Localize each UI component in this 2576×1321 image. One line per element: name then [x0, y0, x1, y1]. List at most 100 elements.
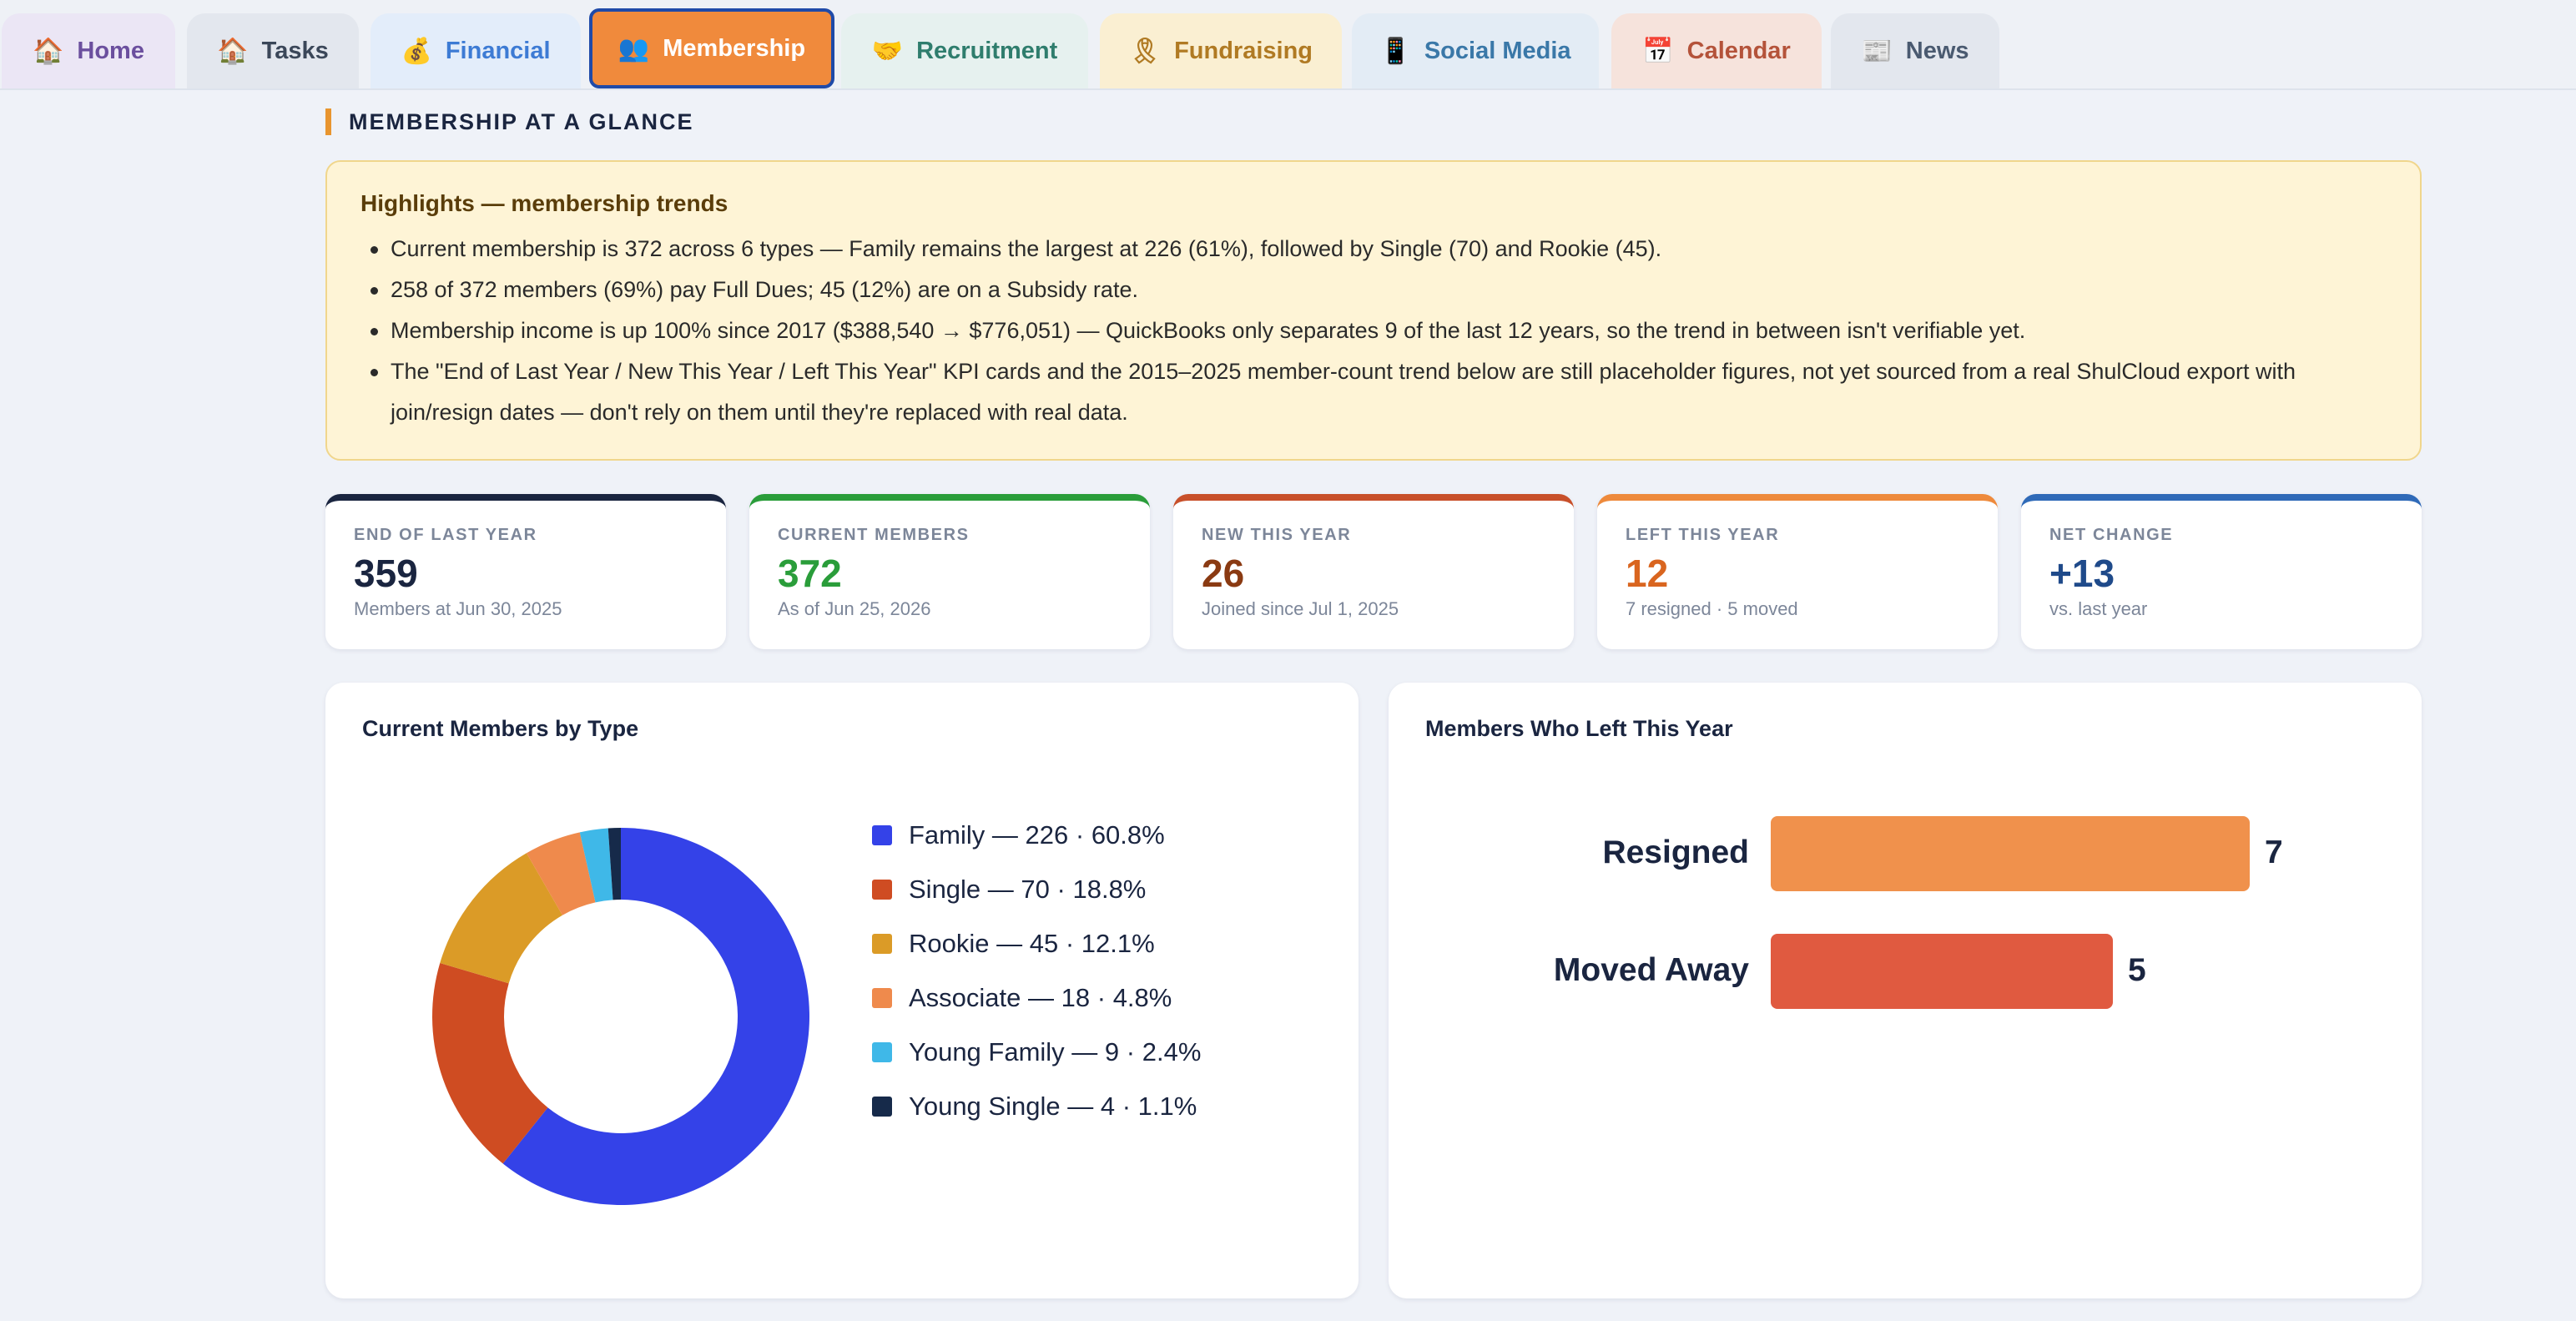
legend-value: 18 [1061, 982, 1091, 1012]
kpi-card-left-this-year: LEFT THIS YEAR 12 7 resigned · 5 moved [1597, 494, 1998, 649]
section-title: MEMBERSHIP AT A GLANCE [325, 108, 694, 135]
legend-name: Associate [909, 982, 1021, 1012]
members-left-panel: Members Who Left This Year Resigned 7 Move… [1389, 683, 2422, 1298]
highlights-title: Highlights — membership trends [360, 190, 728, 216]
donut-chart [432, 828, 810, 1205]
donut-slice-young-single[interactable] [607, 828, 621, 900]
bar-label-resigned: Resigned [1602, 834, 1749, 870]
bar-label-moved-away: Moved Away [1553, 952, 1749, 988]
legend-name: Rookie [909, 928, 990, 958]
legend-item-young-family[interactable]: Young Family — 9 · 2.4% [872, 1025, 1201, 1079]
legend-percent: 18.8% [1072, 874, 1147, 904]
legend-separator: · [1068, 819, 1091, 850]
legend-value: 9 [1104, 1036, 1120, 1066]
kpi-card-end-of-last-year: END OF LAST YEAR 359 Members at Jun 30, … [325, 494, 726, 649]
tab-label: Financial [445, 37, 551, 64]
legend-swatch [872, 933, 892, 954]
legend-percent: 12.1% [1081, 928, 1155, 958]
legend-separator: · [1119, 1036, 1142, 1066]
legend-item-family[interactable]: Family — 226 · 60.8% [872, 808, 1201, 862]
house-icon: 🏠 [33, 37, 64, 65]
legend-name: Single [909, 874, 981, 904]
highlight-item: Current membership is 372 across 6 types… [360, 229, 2387, 270]
tab-label: Fundraising [1174, 37, 1313, 64]
legend-separator: — [1021, 982, 1061, 1012]
tab-fundraising[interactable]: 🎗 Fundraising [1100, 13, 1342, 88]
kpi-card-current-members: CURRENT MEMBERS 372 As of Jun 25, 2026 [749, 494, 1150, 649]
legend-separator: — [980, 874, 1021, 904]
legend-item-single[interactable]: Single — 70 · 18.8% [872, 862, 1201, 916]
highlights-panel: Highlights — membership trends Current m… [325, 160, 2422, 461]
kpi-label: CURRENT MEMBERS [778, 526, 970, 544]
kpi-subtitle: As of Jun 25, 2026 [778, 598, 931, 619]
tab-home[interactable]: 🏠 Home [2, 13, 175, 88]
legend-separator: · [1058, 928, 1081, 958]
kpi-card-new-this-year: NEW THIS YEAR 26 Joined since Jul 1, 202… [1173, 494, 1574, 649]
tab-label: News [1905, 37, 1969, 64]
donut-slice-single[interactable] [432, 962, 548, 1164]
donut-slice-young-family[interactable] [579, 828, 613, 903]
legend-swatch [872, 879, 892, 900]
newspaper-icon: 📰 [1861, 37, 1893, 65]
calendar-icon: 📅 [1642, 37, 1674, 65]
bar-moved-away[interactable] [1771, 934, 2113, 1009]
house-icon: 🏠 [217, 37, 249, 65]
legend-value: 4 [1100, 1091, 1116, 1121]
handshake-icon: 🤝 [871, 37, 904, 65]
legend-swatch [872, 1041, 892, 1062]
donut-slice-family[interactable] [502, 828, 810, 1205]
chart-legend: Family — 226 · 60.8% Single — 70 · 18.8% R… [872, 808, 1201, 1133]
legend-item-associate[interactable]: Associate — 18 · 4.8% [872, 971, 1201, 1025]
tab-label: Tasks [261, 37, 329, 64]
tab-membership[interactable]: 👥 Membership [589, 8, 834, 88]
tab-recruitment[interactable]: 🤝 Recruitment [841, 13, 1088, 88]
legend-name: Family [909, 819, 986, 850]
kpi-value: +13 [2049, 552, 2115, 595]
bar-value: 7 [2265, 834, 2283, 870]
tab-label: Membership [663, 34, 806, 62]
donut-slice-associate[interactable] [527, 832, 596, 915]
highlight-item: The "End of Last Year / New This Year / … [360, 351, 2387, 433]
kpi-subtitle: Members at Jun 30, 2025 [354, 598, 562, 619]
legend-item-rookie[interactable]: Rookie — 45 · 12.1% [872, 916, 1201, 971]
kpi-subtitle: 7 resigned · 5 moved [1626, 598, 1798, 619]
tab-label: Recruitment [916, 37, 1058, 64]
chart-title: Members Who Left This Year [1425, 716, 1733, 741]
kpi-value: 372 [778, 552, 842, 595]
legend-name: Young Single [909, 1091, 1061, 1121]
legend-swatch [872, 824, 892, 845]
legend-percent: 60.8% [1091, 819, 1165, 850]
legend-separator: · [1090, 982, 1113, 1012]
chart-title: Current Members by Type [362, 716, 639, 741]
kpi-label: LEFT THIS YEAR [1626, 526, 1780, 544]
kpi-subtitle: vs. last year [2049, 598, 2148, 619]
tab-financial[interactable]: 💰 Financial [371, 13, 581, 88]
tab-news[interactable]: 📰 News [1831, 13, 1999, 88]
money-bag-icon: 💰 [401, 37, 432, 65]
tab-calendar[interactable]: 📅 Calendar [1611, 13, 1822, 88]
tab-label: Home [77, 37, 144, 64]
bar-value: 5 [2128, 952, 2146, 988]
ribbon-icon: 🎗 [1128, 37, 1162, 65]
kpi-label: NEW THIS YEAR [1202, 526, 1352, 544]
highlights-list: Current membership is 372 across 6 types… [360, 229, 2387, 433]
legend-separator: — [989, 928, 1030, 958]
kpi-value: 359 [354, 552, 418, 595]
legend-item-young-single[interactable]: Young Single — 4 · 1.1% [872, 1079, 1201, 1133]
people-icon: 👥 [618, 34, 650, 63]
tab-label: Calendar [1686, 37, 1791, 64]
legend-separator: · [1115, 1091, 1138, 1121]
highlight-item: 258 of 372 members (69%) pay Full Dues; … [360, 270, 2387, 310]
legend-percent: 4.8% [1112, 982, 1172, 1012]
legend-separator: · [1049, 874, 1073, 904]
legend-name: Young Family [909, 1036, 1065, 1066]
tab-tasks[interactable]: 🏠 Tasks [187, 13, 359, 88]
kpi-value: 12 [1626, 552, 1669, 595]
kpi-subtitle: Joined since Jul 1, 2025 [1202, 598, 1399, 619]
members-by-type-panel: Current Members by Type Family — 226 · 6… [325, 683, 1359, 1298]
phone-icon: 📱 [1379, 37, 1411, 65]
donut-slice-rookie[interactable] [440, 853, 562, 984]
legend-value: 226 [1025, 819, 1069, 850]
bar-resigned[interactable] [1771, 816, 2250, 891]
tab-social-media[interactable]: 📱 Social Media [1352, 13, 1599, 88]
